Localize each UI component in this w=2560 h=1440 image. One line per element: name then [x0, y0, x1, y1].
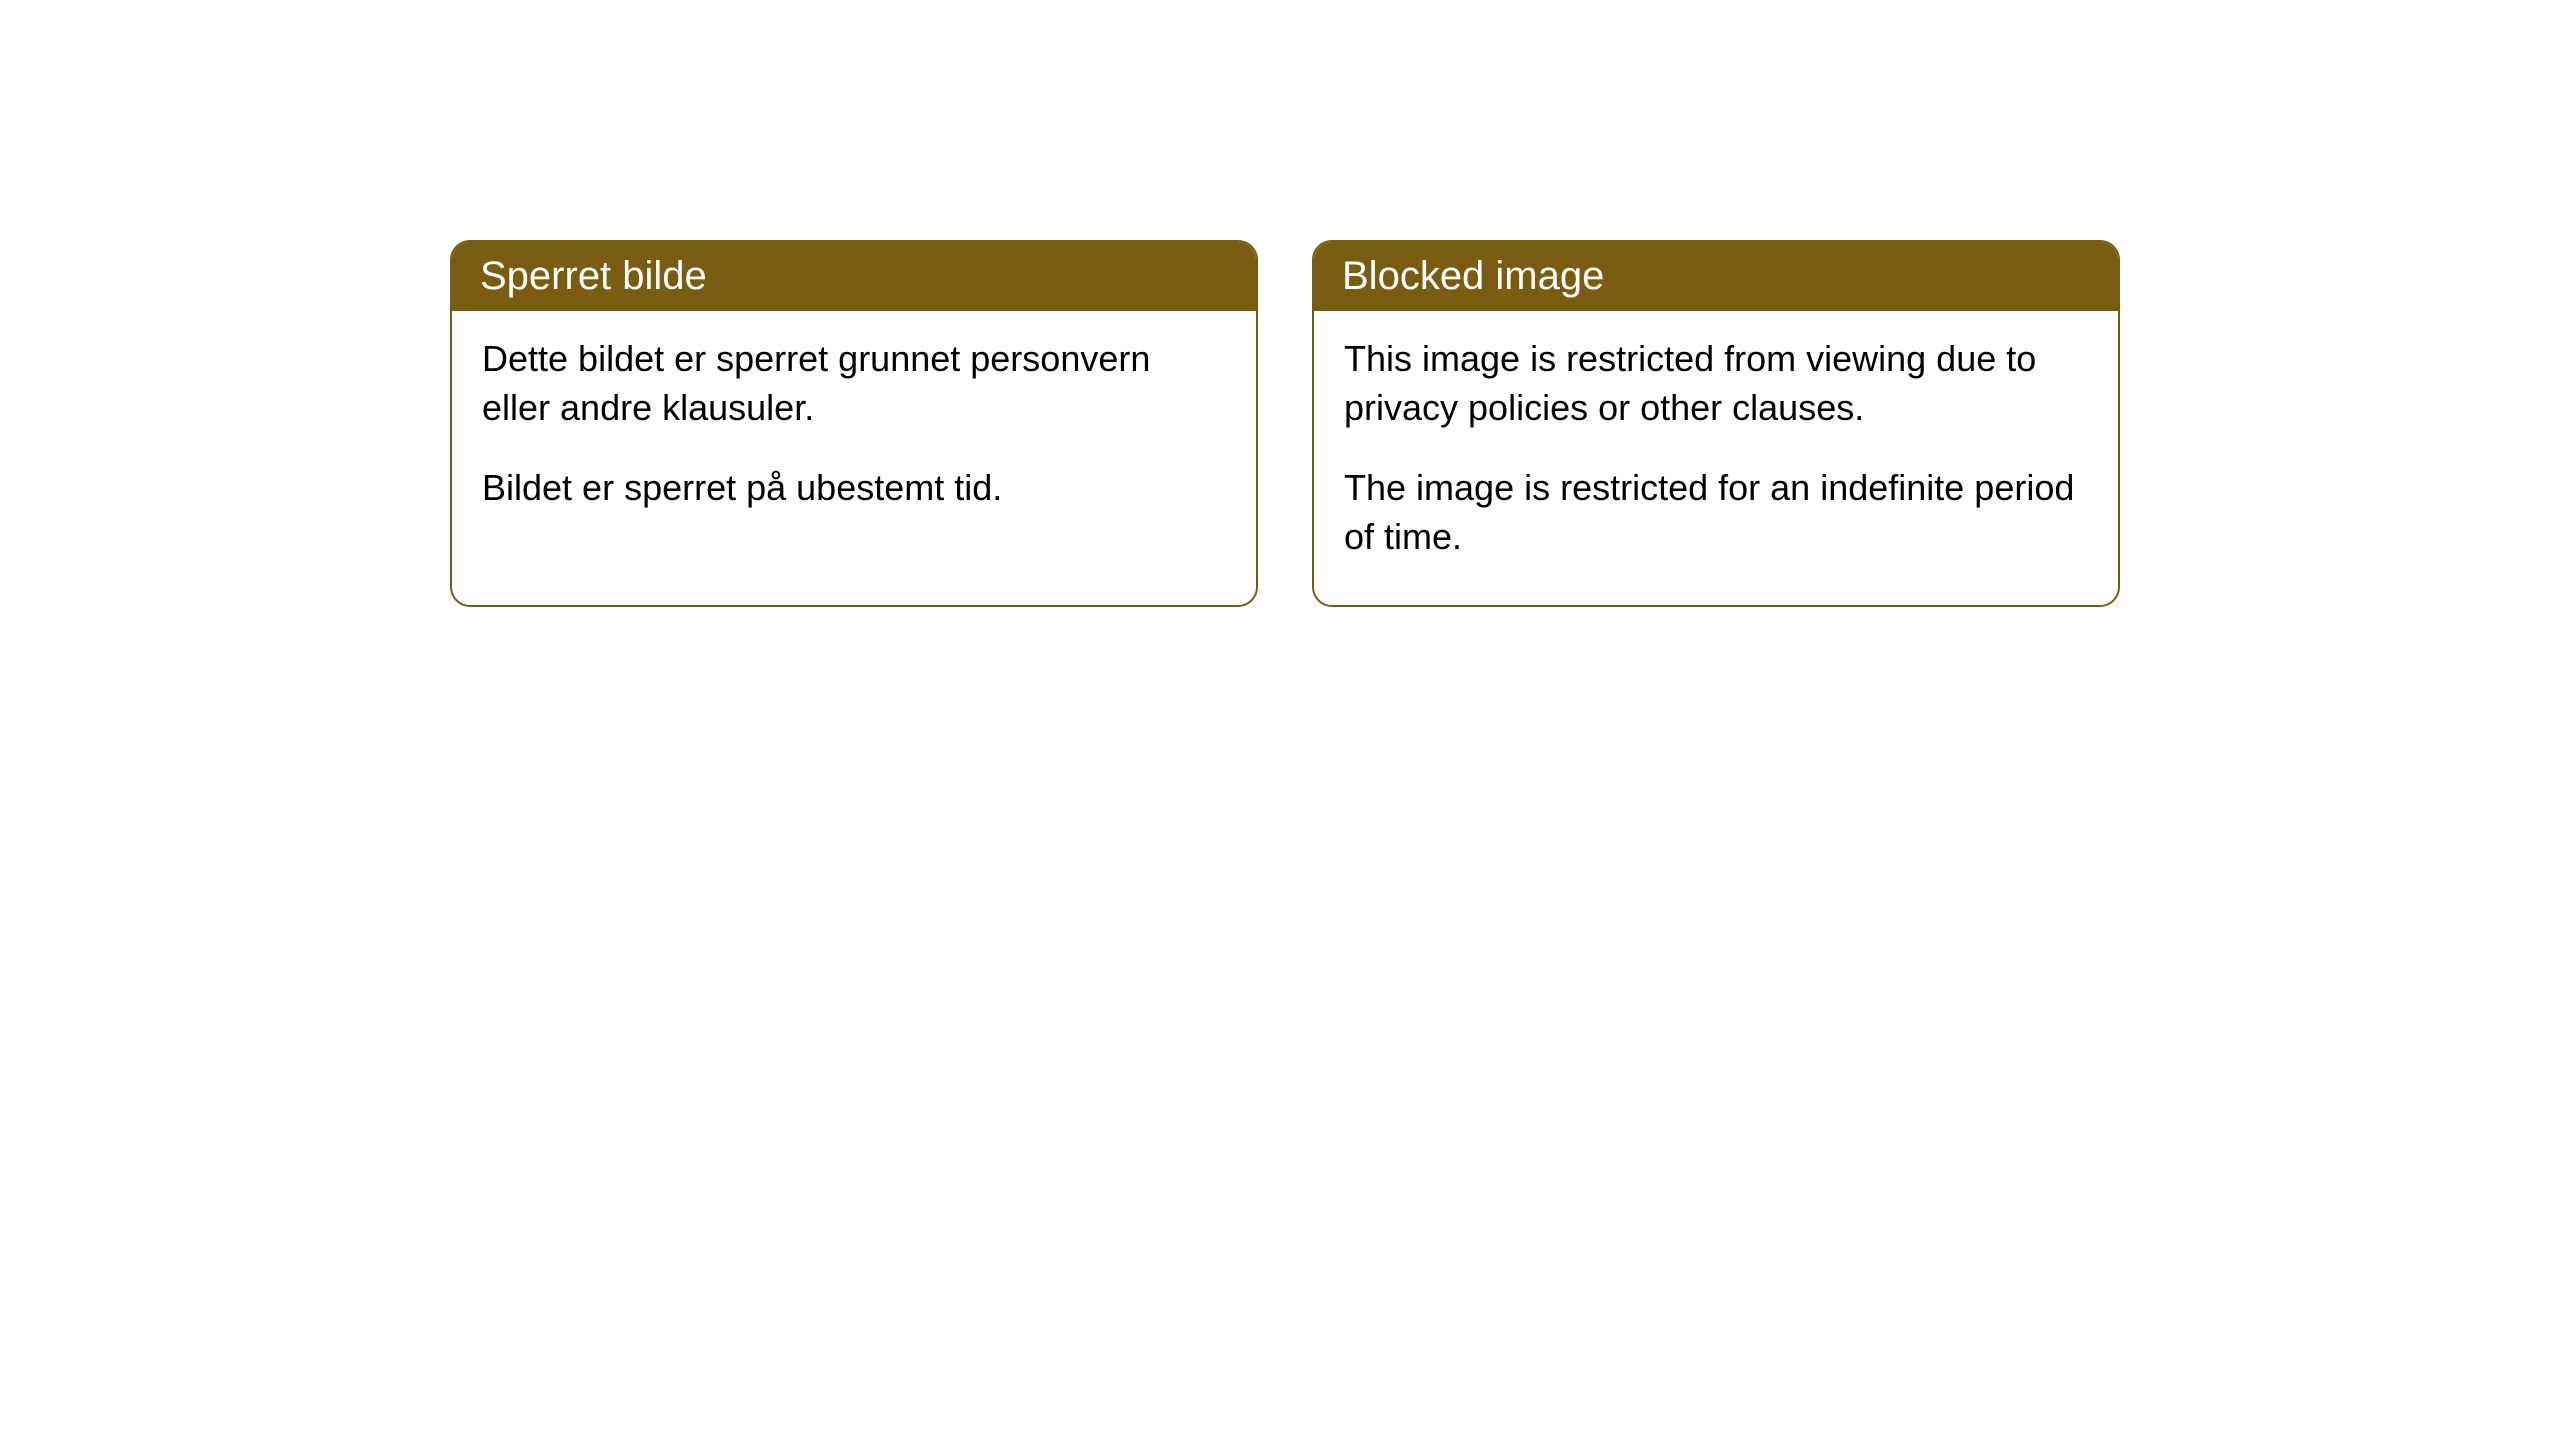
card-title-norwegian: Sperret bilde [480, 254, 707, 298]
card-paragraph-1-norwegian: Dette bildet er sperret grunnet personve… [482, 335, 1226, 432]
card-paragraph-1-english: This image is restricted from viewing du… [1344, 335, 2088, 432]
card-paragraph-2-norwegian: Bildet er sperret på ubestemt tid. [482, 464, 1226, 513]
card-body-english: This image is restricted from viewing du… [1314, 311, 2118, 605]
card-header-norwegian: Sperret bilde [452, 242, 1256, 311]
card-body-norwegian: Dette bildet er sperret grunnet personve… [452, 311, 1256, 557]
card-title-english: Blocked image [1342, 254, 1604, 298]
card-header-english: Blocked image [1314, 242, 2118, 311]
card-paragraph-2-english: The image is restricted for an indefinit… [1344, 464, 2088, 561]
blocked-image-card-english: Blocked image This image is restricted f… [1312, 240, 2120, 607]
cards-container: Sperret bilde Dette bildet er sperret gr… [450, 240, 2120, 607]
blocked-image-card-norwegian: Sperret bilde Dette bildet er sperret gr… [450, 240, 1258, 607]
